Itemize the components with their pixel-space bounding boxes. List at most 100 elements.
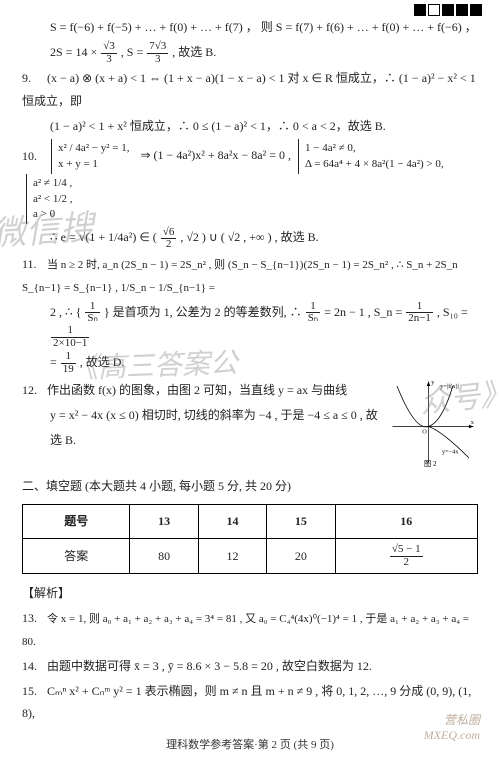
answer-table: 题号 13 14 15 16 答案 80 12 20 √5 − 1 2 (22, 504, 478, 574)
question-10: 10. x² / 4a² − y² = 1, x + y = 1 ⇒ (1 − … (22, 139, 478, 224)
row-label: 答案 (23, 539, 130, 574)
frac-den: 3 (101, 54, 117, 66)
math-text: 2S = 14 × (50, 45, 100, 59)
math-text: , S = (121, 45, 146, 59)
math-text: 当 n ≥ 2 时, a_n (2S_n − 1) = 2S_n² , 则 (S… (22, 259, 458, 294)
frac-num: 1 (61, 351, 76, 364)
math-text: 则 S = f(7) + f(6) + … + f(0) + … + f(−6)… (261, 20, 477, 34)
figure-caption: 图 2 (424, 461, 437, 468)
question-number: 11. (22, 253, 44, 276)
frac-num: √3 (101, 41, 117, 54)
answer-cell: √5 − 1 2 (335, 539, 477, 574)
frac-den: 3 (147, 54, 168, 66)
question-number: 14. (22, 655, 44, 678)
math-text: Cₘⁿ x² + Cₙᵐ y² = 1 表示椭圆，则 m ≠ n 且 m + n… (22, 684, 471, 721)
system-brace: 1 − 4a² ≠ 0, Δ = 64a⁴ + 4 × 8a²(1 − 4a²)… (298, 139, 448, 174)
curve-label: y=|f(x)| (440, 383, 459, 390)
axis-x-label: x (471, 419, 475, 426)
frac-den: 2×10−1 (51, 338, 89, 350)
math-text: (1 − a)² < 1 + x² 恒成立，∴ 0 ≤ (1 − a)² < 1… (50, 119, 386, 133)
analysis-heading: 【解析】 (22, 582, 478, 605)
sys-row: x + y = 1 (58, 157, 130, 172)
sys-row: a > 0 (33, 207, 72, 222)
math-text: , 故选 B. (172, 45, 216, 59)
fraction: 1 19 (61, 351, 76, 375)
sq-icon (414, 4, 426, 16)
math-text: , S₁₀ = (437, 305, 468, 319)
sq-icon (470, 4, 482, 16)
section-title: 二、填空题 (本大题共 4 小题, 每小题 5 分, 共 20 分) (22, 475, 478, 498)
frac-den: 2 (161, 239, 177, 251)
axis-y-label: y (431, 380, 435, 387)
math-text: 令 x = 1, 则 a₀ + a₁ + a₂ + a₃ + a₄ = 3⁴ =… (22, 613, 469, 648)
frac-den: 19 (61, 364, 76, 376)
question-11: 11. 当 n ≥ 2 时, a_n (2S_n − 1) = 2S_n² , … (22, 253, 478, 299)
header-cell: 15 (267, 505, 335, 539)
question-15: 15. Cₘⁿ x² + Cₙᵐ y² = 1 表示椭圆，则 m ≠ n 且 m… (22, 680, 478, 726)
solution-line: (1 − a)² < 1 + x² 恒成立，∴ 0 ≤ (1 − a)² < 1… (22, 115, 478, 138)
solution-line: 2 , ∴ { 1 Sₙ } 是首项为 1, 公差为 2 的等差数列, ∴ 1 … (22, 301, 478, 350)
frac-den: Sₙ (306, 313, 321, 325)
math-text: 选 B. (50, 433, 76, 447)
fraction: 1 2n−1 (406, 301, 433, 325)
table-row: 答案 80 12 20 √5 − 1 2 (23, 539, 478, 574)
page-footer: 理科数学参考答案·第 2 页 (共 9 页) (22, 735, 478, 756)
math-text: 2 , ∴ { (50, 305, 84, 319)
fraction: 7√3 3 (147, 41, 168, 65)
math-text: , √2 ) ∪ ( √2 , +∞ ) , 故选 B. (180, 230, 318, 244)
line-label: y=−4x (442, 449, 459, 456)
math-text: ∴ e = (50, 230, 79, 244)
question-12: x y O y=|f(x)| y=−4x 图 2 12. 作出函数 f(x) 的… (22, 377, 478, 467)
system-brace: x² / 4a² − y² = 1, x + y = 1 (51, 139, 134, 174)
frac-num: √5 − 1 (390, 544, 423, 557)
frac-den: 2 (390, 557, 423, 569)
sq-icon (442, 4, 454, 16)
fraction: √3 3 (101, 41, 117, 65)
sq-icon (428, 4, 440, 16)
math-text: S = f(−6) + f(−5) + … + f(0) + … + f(7) … (50, 20, 258, 34)
sys-row: 1 − 4a² ≠ 0, (305, 141, 444, 156)
header-cell: 题号 (23, 505, 130, 539)
sys-row: x² / 4a² − y² = 1, (58, 141, 130, 156)
figure-2-diagram: x y O y=|f(x)| y=−4x 图 2 (388, 377, 478, 467)
fraction: 1 2×10−1 (51, 325, 89, 349)
math-text: y = x² − 4x (x ≤ 0) 相切时, 切线的斜率为 −4 , 于是 … (50, 408, 378, 422)
question-number: 15. (22, 680, 44, 703)
fraction: 1 Sₙ (306, 301, 321, 325)
math-text: ∈ ( (139, 230, 156, 244)
solution-line: = 1 19 , 故选 D. (22, 351, 478, 375)
question-number: 12. (22, 379, 44, 402)
fraction: √6 2 (161, 227, 177, 251)
question-13: 13. 令 x = 1, 则 a₀ + a₁ + a₂ + a₃ + a₄ = … (22, 607, 478, 653)
question-number: 13. (22, 607, 44, 630)
header-squares (414, 4, 482, 16)
question-9: 9. (x − a) ⊗ (x + a) < 1 ⇔ (1 + x − a)(1… (22, 67, 478, 113)
math-text: } 是首项为 1, 公差为 2 的等差数列, ∴ (104, 305, 305, 319)
header-cell: 16 (335, 505, 477, 539)
math-text: (x − a) ⊗ (x + a) < 1 ⇔ (1 + x − a)(1 − … (22, 71, 476, 108)
math-text: , 故选 D. (80, 355, 125, 369)
math-text: 由题中数据可得 x̄ = 3 , ȳ = 8.6 × 3 − 5.8 = 20 … (47, 659, 372, 673)
math-text: = (50, 355, 60, 369)
frac-den: Sₙ (85, 313, 100, 325)
sys-row: Δ = 64a⁴ + 4 × 8a²(1 − 4a²) > 0, (305, 157, 444, 172)
frac-num: 7√3 (147, 41, 168, 54)
solution-line: ∴ e = √(1 + 1/4a²) ∈ ( √6 2 , √2 ) ∪ ( √… (22, 226, 478, 250)
answer-cell: 80 (130, 539, 198, 574)
origin-label: O (422, 429, 427, 436)
system-brace: a² ≠ 1/4 , a² < 1/2 , a > 0 (26, 174, 76, 224)
fraction: √5 − 1 2 (390, 544, 423, 568)
question-number: 10. (22, 145, 44, 168)
math-text: 作出函数 f(x) 的图象，由图 2 可知，当直线 y = ax 与曲线 (47, 383, 347, 397)
table-row: 题号 13 14 15 16 (23, 505, 478, 539)
answer-cell: 20 (267, 539, 335, 574)
header-cell: 13 (130, 505, 198, 539)
frac-den: 2n−1 (406, 313, 433, 325)
solution-line: 2S = 14 × √3 3 , S = 7√3 3 , 故选 B. (22, 41, 478, 65)
sys-row: a² < 1/2 , (33, 192, 72, 207)
fraction: 1 Sₙ (85, 301, 100, 325)
sq-icon (456, 4, 468, 16)
question-14: 14. 由题中数据可得 x̄ = 3 , ȳ = 8.6 × 3 − 5.8 =… (22, 655, 478, 678)
math-text: √(1 + 1/4a²) (79, 230, 137, 244)
header-cell: 14 (198, 505, 266, 539)
